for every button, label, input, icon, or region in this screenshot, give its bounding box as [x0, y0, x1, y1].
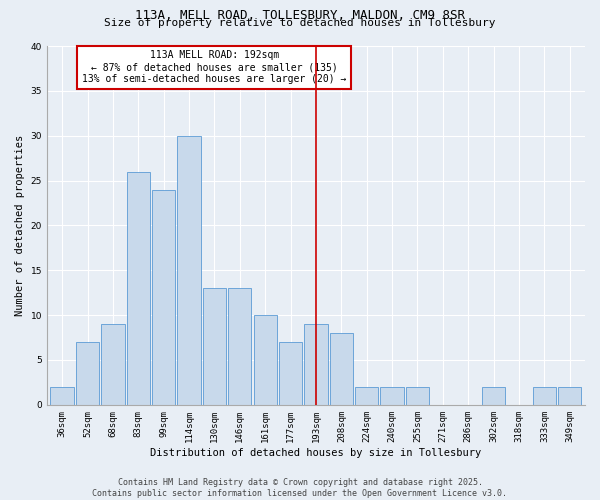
Text: 113A MELL ROAD: 192sqm
← 87% of detached houses are smaller (135)
13% of semi-de: 113A MELL ROAD: 192sqm ← 87% of detached…	[82, 50, 347, 84]
Bar	[152, 190, 175, 405]
Bar	[406, 387, 429, 405]
Bar	[279, 342, 302, 405]
Bar	[482, 387, 505, 405]
Bar	[558, 387, 581, 405]
Bar	[76, 342, 99, 405]
Y-axis label: Number of detached properties: Number of detached properties	[15, 135, 25, 316]
Bar	[533, 387, 556, 405]
Bar	[203, 288, 226, 405]
Text: Contains HM Land Registry data © Crown copyright and database right 2025.
Contai: Contains HM Land Registry data © Crown c…	[92, 478, 508, 498]
Bar	[355, 387, 379, 405]
Bar	[228, 288, 251, 405]
Bar	[304, 324, 328, 405]
Bar	[178, 136, 201, 405]
Bar	[329, 333, 353, 405]
Bar	[127, 172, 150, 405]
Text: 113A, MELL ROAD, TOLLESBURY, MALDON, CM9 8SR: 113A, MELL ROAD, TOLLESBURY, MALDON, CM9…	[135, 9, 465, 22]
X-axis label: Distribution of detached houses by size in Tollesbury: Distribution of detached houses by size …	[151, 448, 482, 458]
Bar	[50, 387, 74, 405]
Bar	[380, 387, 404, 405]
Bar	[101, 324, 125, 405]
Text: Size of property relative to detached houses in Tollesbury: Size of property relative to detached ho…	[104, 18, 496, 28]
Bar	[254, 315, 277, 405]
